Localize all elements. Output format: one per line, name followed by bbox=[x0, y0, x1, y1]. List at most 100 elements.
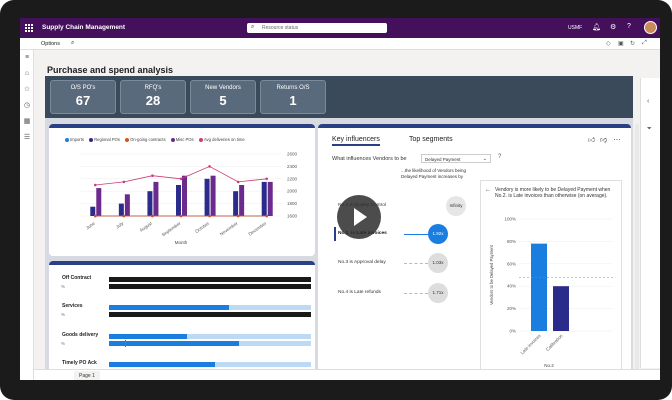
pin-icon[interactable]: ◇ bbox=[606, 41, 611, 47]
gear-icon[interactable]: ⚙ bbox=[610, 24, 617, 31]
influencer-label: No.3 is Approval delay bbox=[338, 260, 386, 265]
kpi-value: 5 bbox=[219, 93, 227, 108]
performance-bars-card[interactable]: Off Contract % Services % Goods delivery… bbox=[49, 261, 315, 379]
legend-label: Imports bbox=[70, 137, 84, 142]
clock-icon[interactable]: ◷ bbox=[23, 102, 31, 109]
tab-top-segments[interactable]: Top segments bbox=[409, 136, 453, 143]
kpi-value: 28 bbox=[145, 93, 161, 108]
hamburger-icon[interactable]: ≡ bbox=[24, 54, 30, 61]
app-launcher-icon[interactable] bbox=[25, 24, 33, 32]
y-tick-label: 60% bbox=[507, 261, 516, 266]
point-avg-deliveries-on-time bbox=[151, 174, 154, 177]
star-icon[interactable]: ☆ bbox=[23, 86, 31, 93]
page-tab[interactable]: Page 1 bbox=[74, 371, 100, 380]
hbar-fill-dark bbox=[109, 284, 311, 289]
chevron-left-icon[interactable]: ‹ bbox=[647, 98, 650, 105]
point-avg-deliveries-on-time bbox=[179, 177, 183, 181]
key-influencers-card[interactable]: Key influencers Top segments 👍︎ 👎︎ … Wha… bbox=[318, 124, 631, 376]
bar-regional-pos bbox=[90, 206, 96, 216]
detail-bar bbox=[531, 243, 547, 331]
line-avg-deliveries-on-time bbox=[95, 165, 267, 186]
x-axis-title: Month bbox=[175, 240, 188, 245]
kpi-tile[interactable]: Returns O/S 1 bbox=[260, 80, 326, 114]
influencer-label: No.4 is Late refunds bbox=[338, 290, 381, 295]
y-tick-label: 100% bbox=[504, 217, 516, 222]
kpi-tile[interactable]: O/S PO's 67 bbox=[50, 80, 116, 114]
influencer-connector bbox=[404, 263, 428, 264]
influencer-detail-panel: ← Vendory is more likely to be Delayed P… bbox=[480, 180, 622, 372]
y-axis-title: Vendors to be Delayed Payment bbox=[489, 244, 494, 305]
top-bar: Supply Chain Management ⌕ Resource statu… bbox=[20, 18, 660, 38]
options-search-icon[interactable]: ⌕ bbox=[71, 40, 75, 46]
play-button[interactable] bbox=[337, 195, 381, 239]
combo-chart: 2600 2400 2200 2000 1800 1600 June July August Se… bbox=[81, 152, 298, 245]
x-axis-title: No.2 bbox=[544, 363, 554, 368]
bar-misc-pos bbox=[239, 185, 245, 216]
home-icon[interactable]: ⌂ bbox=[24, 70, 30, 77]
thumbs-up-icon[interactable]: 👍︎ bbox=[588, 137, 596, 144]
point-avg-deliveries-on-time bbox=[122, 180, 126, 184]
workspace-icon[interactable]: ▦ bbox=[23, 118, 31, 125]
dropdown-value: Delayed Payment bbox=[425, 157, 461, 162]
report-scrollbar[interactable] bbox=[635, 124, 639, 374]
x-tick-label: August bbox=[139, 220, 154, 233]
x-tick-label: July bbox=[115, 220, 125, 229]
back-arrow-icon[interactable]: ← bbox=[485, 187, 491, 193]
y2-tick-label: 2200 bbox=[287, 176, 298, 181]
filter-icon[interactable]: ⏷ bbox=[647, 126, 652, 132]
combo-chart-card[interactable]: Imports Regional POs On-going contracts … bbox=[49, 124, 315, 256]
options-menu[interactable]: Options bbox=[41, 41, 60, 47]
point-avg-deliveries-on-time bbox=[93, 183, 97, 187]
y2-tick-label: 1800 bbox=[287, 201, 298, 206]
legend-label: Misc POs bbox=[175, 137, 194, 142]
hbar-label: Services bbox=[62, 303, 83, 309]
list-icon[interactable]: ☰ bbox=[23, 134, 31, 141]
influencer-value: 1.92x bbox=[428, 224, 448, 244]
card-accent bbox=[318, 124, 631, 128]
bar-regional-pos bbox=[261, 181, 267, 216]
point-avg-deliveries-on-time bbox=[236, 180, 240, 184]
chevron-down-icon: ⌄ bbox=[482, 156, 487, 162]
legend-item: On-going contracts bbox=[125, 137, 166, 142]
legend-item: Misc POs bbox=[170, 137, 194, 142]
popout-icon[interactable]: ⤢ bbox=[642, 40, 647, 46]
influencer-row[interactable]: No.3 is Approval delay 1.03x bbox=[334, 252, 474, 274]
y2-tick-label: 2600 bbox=[287, 152, 298, 157]
point-avg-deliveries-on-time bbox=[208, 165, 211, 168]
point-on-going-contracts bbox=[236, 214, 240, 218]
detail-description: Vendory is more likely to be Delayed Pay… bbox=[495, 187, 611, 199]
thumbs-down-icon[interactable]: 👎︎ bbox=[600, 137, 608, 144]
search-icon: ⌕ bbox=[251, 24, 255, 30]
kpi-tile[interactable]: New Vendors 5 bbox=[190, 80, 256, 114]
point-on-going-contracts bbox=[265, 214, 269, 218]
y2-tick-label: 2400 bbox=[287, 164, 298, 169]
search-input[interactable]: ⌕ Resource status bbox=[247, 23, 387, 33]
help-icon[interactable]: ? bbox=[627, 23, 631, 30]
y-tick-label: 0% bbox=[509, 329, 516, 334]
influencer-row[interactable]: No.4 is Late refunds 1.71x bbox=[334, 282, 474, 304]
hbar-fill-dark bbox=[109, 312, 311, 317]
kpi-tile[interactable]: RFQ's 28 bbox=[120, 80, 186, 114]
x-tick-label: October bbox=[194, 220, 210, 234]
bar-regional-pos bbox=[233, 191, 239, 216]
office-icon[interactable]: ▣ bbox=[618, 41, 624, 47]
legend-label: Avg deliveries on time bbox=[203, 137, 245, 142]
tab-key-influencers[interactable]: Key influencers bbox=[332, 136, 380, 146]
company-picker[interactable]: USMF bbox=[568, 25, 583, 31]
more-options-icon[interactable]: … bbox=[613, 133, 621, 142]
hbar-track bbox=[109, 334, 311, 339]
x-tick-label: Late invoices bbox=[520, 333, 543, 356]
outcome-dropdown[interactable]: Delayed Payment ⌄ bbox=[421, 154, 491, 163]
hbar-unit: % bbox=[61, 284, 66, 289]
help-icon[interactable]: ? bbox=[498, 154, 502, 160]
kpi-value: 67 bbox=[75, 93, 91, 108]
refresh-icon[interactable]: ↻ bbox=[630, 41, 636, 47]
y-tick-label: 20% bbox=[507, 306, 516, 311]
hbar-fill bbox=[109, 334, 187, 339]
bar-regional-pos bbox=[176, 185, 181, 216]
card-accent bbox=[49, 261, 315, 265]
bell-icon[interactable]: 🔔︎ bbox=[592, 24, 601, 31]
avatar[interactable] bbox=[644, 21, 657, 34]
point-on-going-contracts bbox=[151, 214, 154, 218]
